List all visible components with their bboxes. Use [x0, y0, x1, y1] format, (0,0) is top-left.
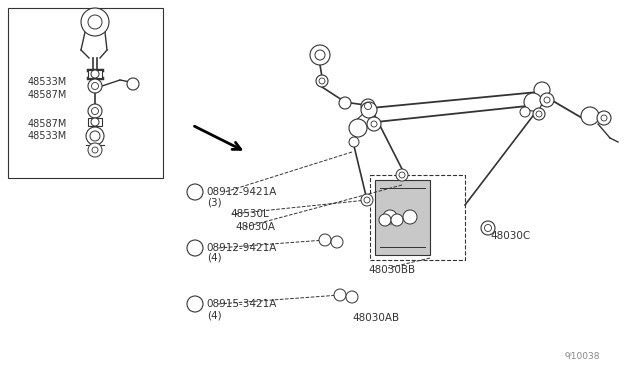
Text: (4): (4) [207, 310, 221, 320]
Circle shape [371, 121, 377, 127]
Text: 48030AB: 48030AB [352, 313, 399, 323]
Circle shape [403, 210, 417, 224]
Bar [370, 175, 465, 260]
Text: 48587M: 48587M [28, 90, 67, 100]
Circle shape [92, 108, 99, 115]
Bar [8, 8, 163, 178]
Text: (4): (4) [207, 253, 221, 263]
Text: N: N [192, 244, 198, 253]
Text: 48533M: 48533M [28, 77, 67, 87]
Circle shape [319, 78, 325, 84]
Circle shape [383, 210, 397, 224]
Circle shape [367, 117, 381, 131]
Circle shape [86, 127, 104, 145]
Circle shape [481, 221, 495, 235]
Text: 08912-9421A: 08912-9421A [206, 187, 276, 197]
Circle shape [484, 224, 492, 231]
Circle shape [127, 78, 139, 90]
Circle shape [349, 137, 359, 147]
Circle shape [520, 107, 530, 117]
Circle shape [534, 82, 550, 98]
Text: N: N [192, 187, 198, 196]
Circle shape [315, 50, 325, 60]
Circle shape [399, 172, 405, 178]
Circle shape [90, 131, 100, 141]
Circle shape [361, 194, 373, 206]
Text: 48030C: 48030C [490, 231, 531, 241]
Circle shape [544, 97, 550, 103]
Circle shape [346, 291, 358, 303]
Circle shape [88, 104, 102, 118]
Text: 48530L: 48530L [230, 209, 269, 219]
Circle shape [92, 83, 99, 90]
Circle shape [331, 236, 343, 248]
Circle shape [91, 70, 99, 78]
Circle shape [533, 108, 545, 120]
Circle shape [536, 111, 542, 117]
Circle shape [364, 197, 370, 203]
Circle shape [88, 15, 102, 29]
Circle shape [379, 214, 391, 226]
Circle shape [187, 296, 203, 312]
Bar [88, 70, 102, 78]
Circle shape [316, 75, 328, 87]
Text: 48587M: 48587M [28, 119, 67, 129]
Circle shape [334, 289, 346, 301]
Circle shape [92, 147, 98, 153]
Circle shape [597, 111, 611, 125]
Circle shape [365, 103, 371, 109]
Circle shape [581, 107, 599, 125]
Circle shape [601, 115, 607, 121]
Text: N: N [192, 299, 198, 308]
Text: (3): (3) [207, 197, 221, 207]
Circle shape [361, 99, 375, 113]
Text: 48533M: 48533M [28, 131, 67, 141]
Circle shape [391, 214, 403, 226]
Circle shape [361, 102, 377, 118]
Circle shape [396, 169, 408, 181]
Text: 08915-3421A: 08915-3421A [206, 299, 276, 309]
Circle shape [540, 93, 554, 107]
Bar [375, 180, 430, 255]
Circle shape [310, 45, 330, 65]
Circle shape [187, 184, 203, 200]
Text: ᒅ10038: ᒅ10038 [565, 352, 600, 360]
Circle shape [349, 119, 367, 137]
Text: 48030A: 48030A [235, 222, 275, 232]
Circle shape [524, 93, 542, 111]
Text: 48030BB: 48030BB [368, 265, 415, 275]
Circle shape [319, 234, 331, 246]
Circle shape [187, 240, 203, 256]
Circle shape [88, 79, 102, 93]
Text: 08912-9421A: 08912-9421A [206, 243, 276, 253]
Circle shape [88, 143, 102, 157]
Bar [88, 118, 102, 126]
Circle shape [91, 118, 99, 126]
Circle shape [339, 97, 351, 109]
Circle shape [81, 8, 109, 36]
